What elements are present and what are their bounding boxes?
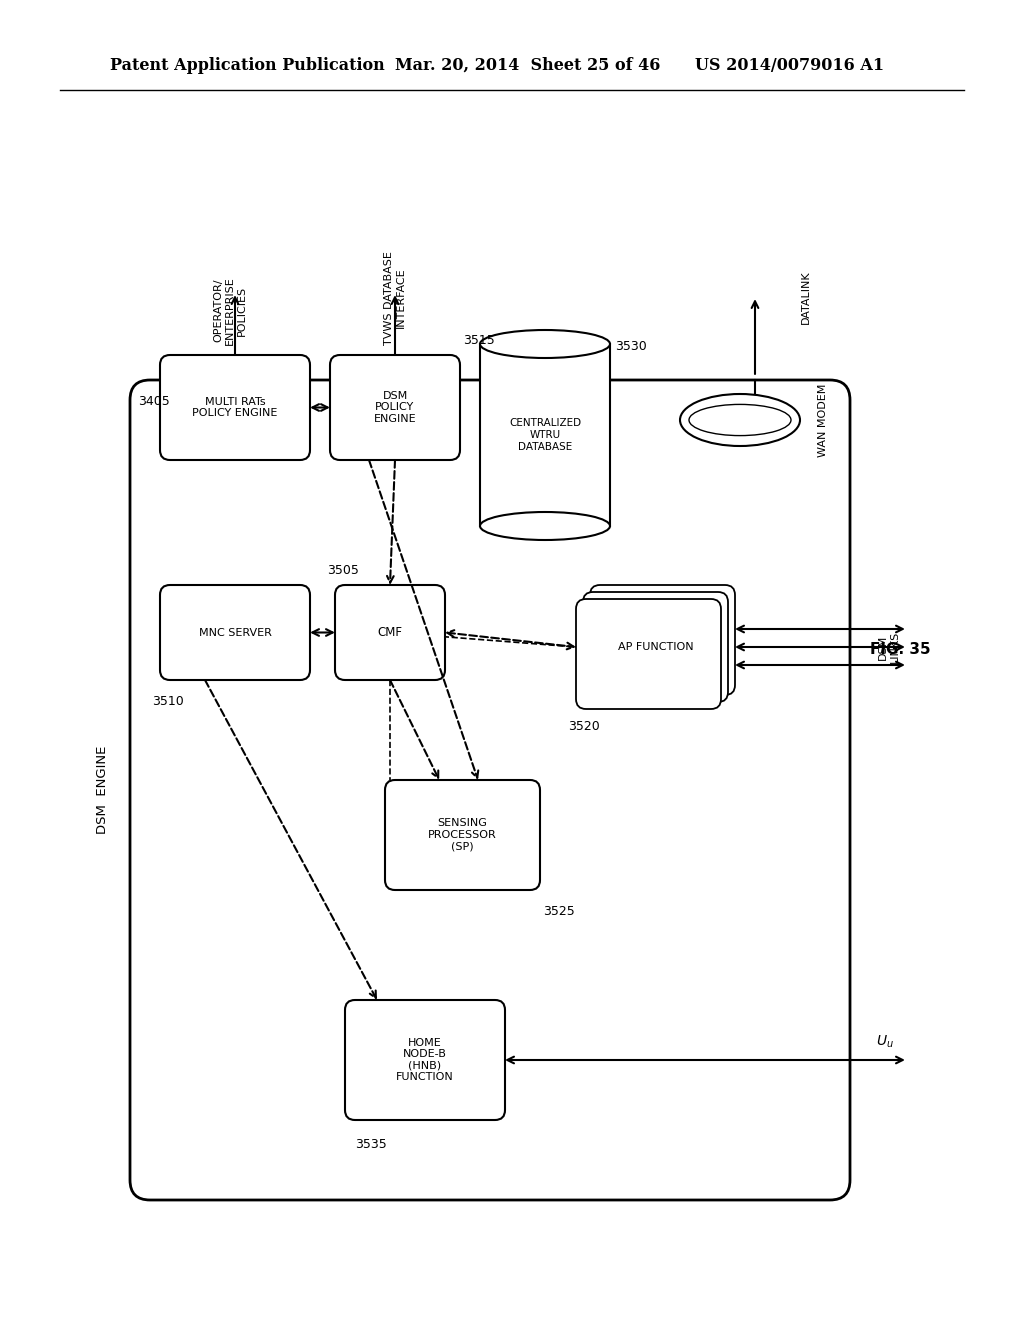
Text: WAN MODEM: WAN MODEM xyxy=(818,383,828,457)
Text: 3505: 3505 xyxy=(327,564,358,577)
Text: MNC SERVER: MNC SERVER xyxy=(199,627,271,638)
Text: TVWS DATABASE
INTERFACE: TVWS DATABASE INTERFACE xyxy=(384,251,406,345)
Text: HOME
NODE-B
(HNB)
FUNCTION: HOME NODE-B (HNB) FUNCTION xyxy=(396,1038,454,1082)
Text: 3520: 3520 xyxy=(568,721,600,734)
Text: Patent Application Publication: Patent Application Publication xyxy=(110,57,385,74)
Ellipse shape xyxy=(480,330,610,358)
FancyBboxPatch shape xyxy=(575,599,721,709)
Text: FIG. 35: FIG. 35 xyxy=(869,643,931,657)
FancyBboxPatch shape xyxy=(385,780,540,890)
FancyBboxPatch shape xyxy=(583,591,728,702)
FancyBboxPatch shape xyxy=(160,585,310,680)
Text: DSM
LINKS: DSM LINKS xyxy=(878,631,900,663)
Text: MULTI RATs
POLICY ENGINE: MULTI RATs POLICY ENGINE xyxy=(193,397,278,418)
Text: 3525: 3525 xyxy=(543,906,574,917)
Text: 3530: 3530 xyxy=(615,341,647,352)
FancyBboxPatch shape xyxy=(590,585,735,696)
FancyBboxPatch shape xyxy=(330,355,460,459)
FancyBboxPatch shape xyxy=(345,1001,505,1119)
Text: DSM  ENGINE: DSM ENGINE xyxy=(95,746,109,834)
Text: US 2014/0079016 A1: US 2014/0079016 A1 xyxy=(695,57,884,74)
Text: DSM
POLICY
ENGINE: DSM POLICY ENGINE xyxy=(374,391,417,424)
FancyBboxPatch shape xyxy=(130,380,850,1200)
Ellipse shape xyxy=(480,512,610,540)
Text: SENSING
PROCESSOR
(SP): SENSING PROCESSOR (SP) xyxy=(428,818,497,851)
Text: 3405: 3405 xyxy=(138,395,170,408)
Text: CMF: CMF xyxy=(378,626,402,639)
Text: DATALINK: DATALINK xyxy=(801,271,811,323)
Text: 3535: 3535 xyxy=(355,1138,387,1151)
FancyBboxPatch shape xyxy=(335,585,445,680)
Text: Mar. 20, 2014  Sheet 25 of 46: Mar. 20, 2014 Sheet 25 of 46 xyxy=(395,57,660,74)
Text: 3510: 3510 xyxy=(152,696,183,708)
Ellipse shape xyxy=(680,393,800,446)
Text: OPERATOR/
ENTERPRISE
POLICIES: OPERATOR/ ENTERPRISE POLICIES xyxy=(213,276,247,345)
Text: AP FUNCTION: AP FUNCTION xyxy=(617,642,693,652)
Text: 3515: 3515 xyxy=(463,334,495,347)
Text: $U_u$: $U_u$ xyxy=(877,1034,894,1049)
FancyBboxPatch shape xyxy=(160,355,310,459)
Bar xyxy=(480,345,610,525)
Text: CENTRALIZED
WTRU
DATABASE: CENTRALIZED WTRU DATABASE xyxy=(509,418,581,451)
